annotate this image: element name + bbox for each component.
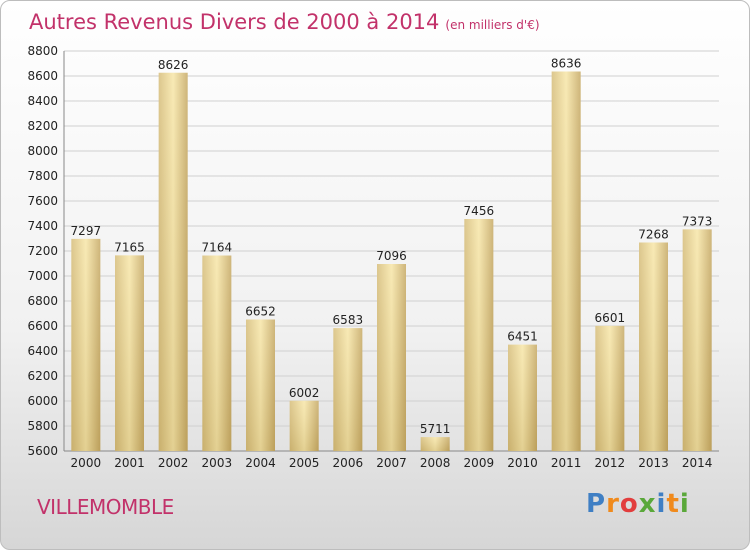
y-tick-label: 5600 xyxy=(27,444,58,458)
value-label: 6451 xyxy=(507,330,538,344)
proxiti-logo[interactable]: Proxiti xyxy=(586,489,690,519)
bar-shade xyxy=(71,238,101,451)
value-label: 6002 xyxy=(289,386,320,400)
y-tick-label: 6400 xyxy=(27,344,58,358)
bar-shade xyxy=(115,255,144,451)
logo-letter: o xyxy=(619,489,639,519)
x-tick-label: 2006 xyxy=(333,456,364,470)
y-tick-label: 6200 xyxy=(27,369,58,383)
x-axis: 2000 2001 2002 2003 2004 2005 2006 2007 2008 2009… xyxy=(71,456,713,470)
logo-letter: t xyxy=(666,489,680,519)
bar-shade xyxy=(464,219,494,451)
logo-letter: P xyxy=(586,489,607,519)
x-tick-label: 2011 xyxy=(551,456,582,470)
value-label: 6601 xyxy=(595,311,626,325)
value-label: 7297 xyxy=(71,224,102,238)
y-tick-label: 6000 xyxy=(27,394,58,408)
y-tick-label: 6800 xyxy=(27,294,58,308)
x-tick-label: 2013 xyxy=(638,456,669,470)
bar-shade xyxy=(377,264,406,451)
logo-letter: i xyxy=(679,489,690,519)
y-tick-label: 8600 xyxy=(27,69,58,83)
unit-note: (en milliers d'€) xyxy=(445,18,540,32)
bar-shade xyxy=(682,229,712,451)
y-tick-label: 7600 xyxy=(27,194,58,208)
bar-shade xyxy=(420,437,450,451)
y-tick-label: 8800 xyxy=(27,44,58,58)
logo-letter: i xyxy=(656,489,667,519)
y-tick-label: 7400 xyxy=(27,219,58,233)
bar-shade xyxy=(246,319,275,451)
value-label: 7096 xyxy=(376,249,407,263)
bar-shade xyxy=(333,328,363,451)
value-label: 7373 xyxy=(682,214,713,228)
x-tick-label: 2004 xyxy=(245,456,276,470)
value-label: 7164 xyxy=(202,241,233,255)
x-tick-label: 2001 xyxy=(114,456,145,470)
y-tick-label: 8400 xyxy=(27,94,58,108)
value-label: 7165 xyxy=(114,240,145,254)
logo-letter: x xyxy=(638,489,657,519)
y-tick-label: 7800 xyxy=(27,169,58,183)
bar-shade xyxy=(595,325,625,451)
y-axis: 5600 5800 6000 6200 6400 6600 6800 7000 7200 7400… xyxy=(27,44,719,458)
x-tick-label: 2010 xyxy=(507,456,538,470)
y-tick-label: 8200 xyxy=(27,119,58,133)
y-tick-label: 7200 xyxy=(27,244,58,258)
bar-shade xyxy=(202,255,232,451)
bar-shade xyxy=(289,400,319,451)
bar-shade xyxy=(508,344,537,451)
value-label: 8636 xyxy=(551,57,582,71)
bar-shade xyxy=(551,71,581,451)
title-text: Autres Revenus Divers de 2000 à 2014 xyxy=(29,10,440,34)
value-label: 5711 xyxy=(420,422,451,436)
bar-shade xyxy=(639,242,668,451)
y-tick-label: 5800 xyxy=(27,419,58,433)
x-tick-label: 2005 xyxy=(289,456,320,470)
x-tick-label: 2002 xyxy=(158,456,189,470)
logo-letter: r xyxy=(606,489,620,519)
bar-shade xyxy=(158,72,188,451)
y-tick-label: 6600 xyxy=(27,319,58,333)
x-tick-label: 2008 xyxy=(420,456,451,470)
city-name: VILLEMOMBLE xyxy=(37,495,174,519)
x-tick-label: 2007 xyxy=(376,456,407,470)
x-tick-label: 2009 xyxy=(464,456,495,470)
y-tick-label: 7000 xyxy=(27,269,58,283)
bars: 7297 7165 8626 7164 6652 6002 6583 7096 5711 7456… xyxy=(71,57,713,451)
x-tick-label: 2014 xyxy=(682,456,713,470)
value-label: 6583 xyxy=(333,313,364,327)
x-tick-label: 2012 xyxy=(595,456,626,470)
value-label: 7456 xyxy=(464,204,495,218)
y-tick-label: 8000 xyxy=(27,144,58,158)
chart-title: Autres Revenus Divers de 2000 à 2014 (en … xyxy=(29,10,540,34)
value-label: 8626 xyxy=(158,58,189,72)
value-label: 6652 xyxy=(245,305,276,319)
x-tick-label: 2003 xyxy=(202,456,233,470)
value-label: 7268 xyxy=(638,228,669,242)
x-tick-label: 2000 xyxy=(71,456,102,470)
